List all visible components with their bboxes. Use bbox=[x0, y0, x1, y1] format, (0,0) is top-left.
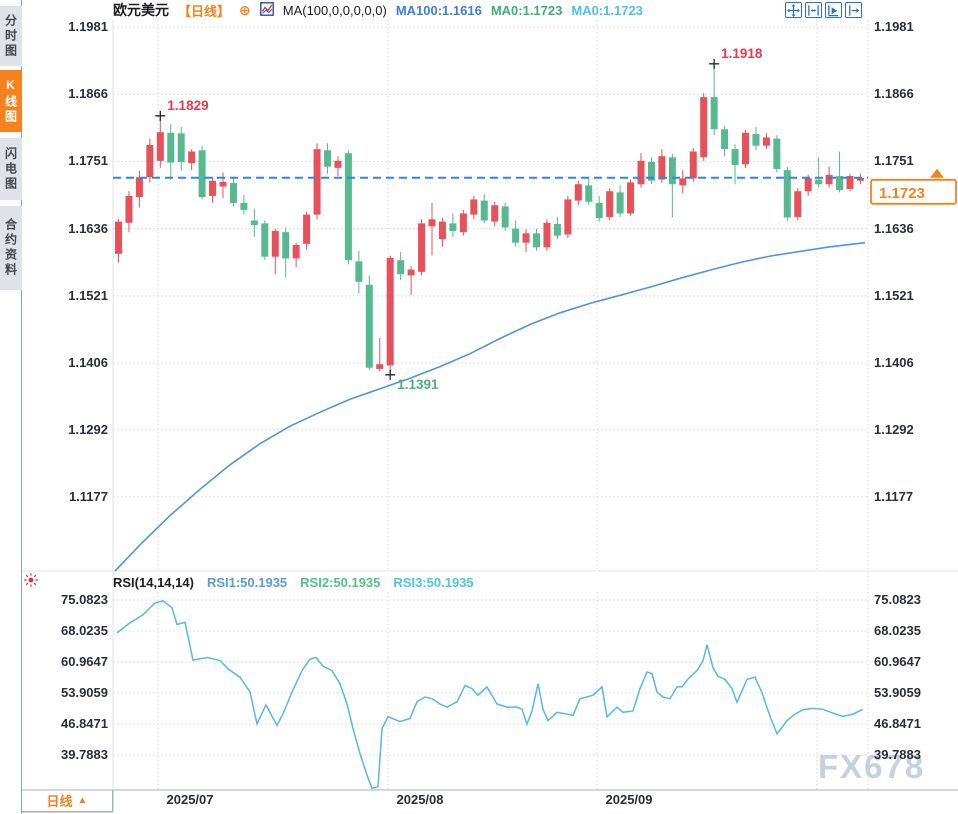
chart-toolbar bbox=[785, 2, 862, 18]
ma0-value-2: MA0:1.1723 bbox=[571, 2, 643, 18]
price-axis-label-left: 1.1406 bbox=[68, 355, 108, 371]
price-annotation: 1.1829 bbox=[167, 98, 208, 113]
price-axis-label-right: 1.1406 bbox=[874, 355, 914, 371]
sidebar-item-contract-info[interactable]: 合约资料 bbox=[0, 206, 22, 290]
sidebar-item-label: 闪电图 bbox=[3, 146, 18, 192]
price-axis-label-right: 1.1751 bbox=[874, 153, 914, 169]
export-chart-icon[interactable] bbox=[845, 2, 862, 18]
price-axis-label-right: 1.1866 bbox=[874, 86, 914, 102]
price-axis-label-left: 1.1177 bbox=[68, 488, 108, 504]
period-selector-label: 日线 bbox=[46, 794, 73, 809]
rsi-axis-label-left: 53.9059 bbox=[61, 685, 108, 700]
rsi-axis-label-left: 39.7883 bbox=[61, 747, 108, 762]
price-axis-label-right: 1.1981 bbox=[874, 19, 914, 34]
crosshair-icon[interactable] bbox=[785, 2, 802, 18]
price-axis-label-right: 1.1292 bbox=[874, 421, 914, 437]
ma-settings-label[interactable]: MA(100,0,0,0,0,0) bbox=[282, 2, 387, 18]
rsi2-value: RSI2:50.1935 bbox=[300, 574, 381, 590]
rsi-axis-label-right: 46.8471 bbox=[874, 716, 921, 731]
price-axis-label-left: 1.1866 bbox=[68, 86, 108, 102]
x-axis-label: 2025/07 bbox=[166, 792, 214, 807]
price-annotation: 1.1918 bbox=[721, 46, 763, 61]
main-header: 欧元美元 【日线】 ⊕ MA(100,0,0,0,0,0) MA100:1.16… bbox=[113, 0, 643, 20]
x-axis-label: 2025/08 bbox=[396, 792, 444, 807]
rsi-axis-label-left: 68.0235 bbox=[61, 623, 108, 638]
rsi-header: RSI(14,14,14) RSI1:50.1935 RSI2:50.1935 … bbox=[113, 573, 474, 591]
last-price-tag: 1.1723 bbox=[879, 185, 925, 202]
price-axis-label-right: 1.1177 bbox=[874, 488, 914, 504]
sidebar-item-label: 分时图 bbox=[3, 13, 18, 59]
ma0-value-1: MA0:1.1723 bbox=[490, 2, 563, 18]
sidebar-item-time-chart[interactable]: 分时图 bbox=[0, 6, 22, 66]
price-axis-label-left: 1.1981 bbox=[68, 19, 108, 34]
watermark: FX678 bbox=[818, 748, 926, 785]
sidebar-item-label: K线图 bbox=[3, 77, 18, 125]
rsi-axis-label-left: 46.8471 bbox=[61, 716, 108, 731]
rsi-axis-label-left: 60.9647 bbox=[61, 654, 108, 669]
rsi-axis-label-right: 75.0823 bbox=[874, 592, 921, 607]
fit-range-icon[interactable] bbox=[805, 2, 822, 18]
rsi-axis-label-right: 53.9059 bbox=[874, 685, 921, 700]
period-tag: 【日线】 bbox=[178, 3, 231, 19]
sidebar: 分时图 K线图 闪电图 合约资料 bbox=[0, 0, 22, 814]
ma100-value: MA100:1.1616 bbox=[395, 2, 482, 18]
chevron-up-icon: ▲ bbox=[77, 795, 88, 806]
period-selector[interactable]: 日线 ▲ bbox=[22, 790, 113, 812]
sidebar-item-lightning-chart[interactable]: 闪电图 bbox=[0, 138, 22, 200]
add-indicator-icon[interactable]: ⊕ bbox=[239, 1, 251, 18]
price-annotation: 1.1391 bbox=[397, 377, 439, 392]
rsi-axis-label-right: 68.0235 bbox=[874, 623, 921, 638]
rsi-axis-label-left: 75.0823 bbox=[61, 592, 108, 607]
sidebar-item-label: 合约资料 bbox=[3, 218, 18, 278]
price-axis-label-left: 1.1521 bbox=[68, 287, 108, 303]
price-axis-label-right: 1.1636 bbox=[874, 220, 914, 236]
sidebar-item-kline-chart[interactable]: K线图 bbox=[0, 70, 22, 132]
x-axis-label: 2025/09 bbox=[605, 792, 653, 807]
price-axis-label-left: 1.1751 bbox=[68, 153, 108, 169]
play-forward-icon[interactable] bbox=[825, 2, 842, 18]
price-axis-label-right: 1.1521 bbox=[874, 287, 914, 303]
indicator-chart-icon[interactable] bbox=[259, 1, 274, 19]
price-axis-label-left: 1.1636 bbox=[68, 220, 108, 236]
rsi-axis-label-right: 39.7883 bbox=[874, 747, 921, 762]
rsi-axis-label-right: 60.9647 bbox=[874, 654, 921, 669]
rsi3-value: RSI3:50.1935 bbox=[393, 574, 474, 590]
rsi1-value: RSI1:50.1935 bbox=[206, 574, 288, 590]
symbol-title: 欧元美元 bbox=[113, 2, 169, 18]
rsi-settings-label[interactable]: RSI(14,14,14) bbox=[113, 574, 194, 590]
price-axis-label-left: 1.1292 bbox=[68, 421, 108, 437]
rsi-settings-icon[interactable] bbox=[23, 572, 39, 588]
